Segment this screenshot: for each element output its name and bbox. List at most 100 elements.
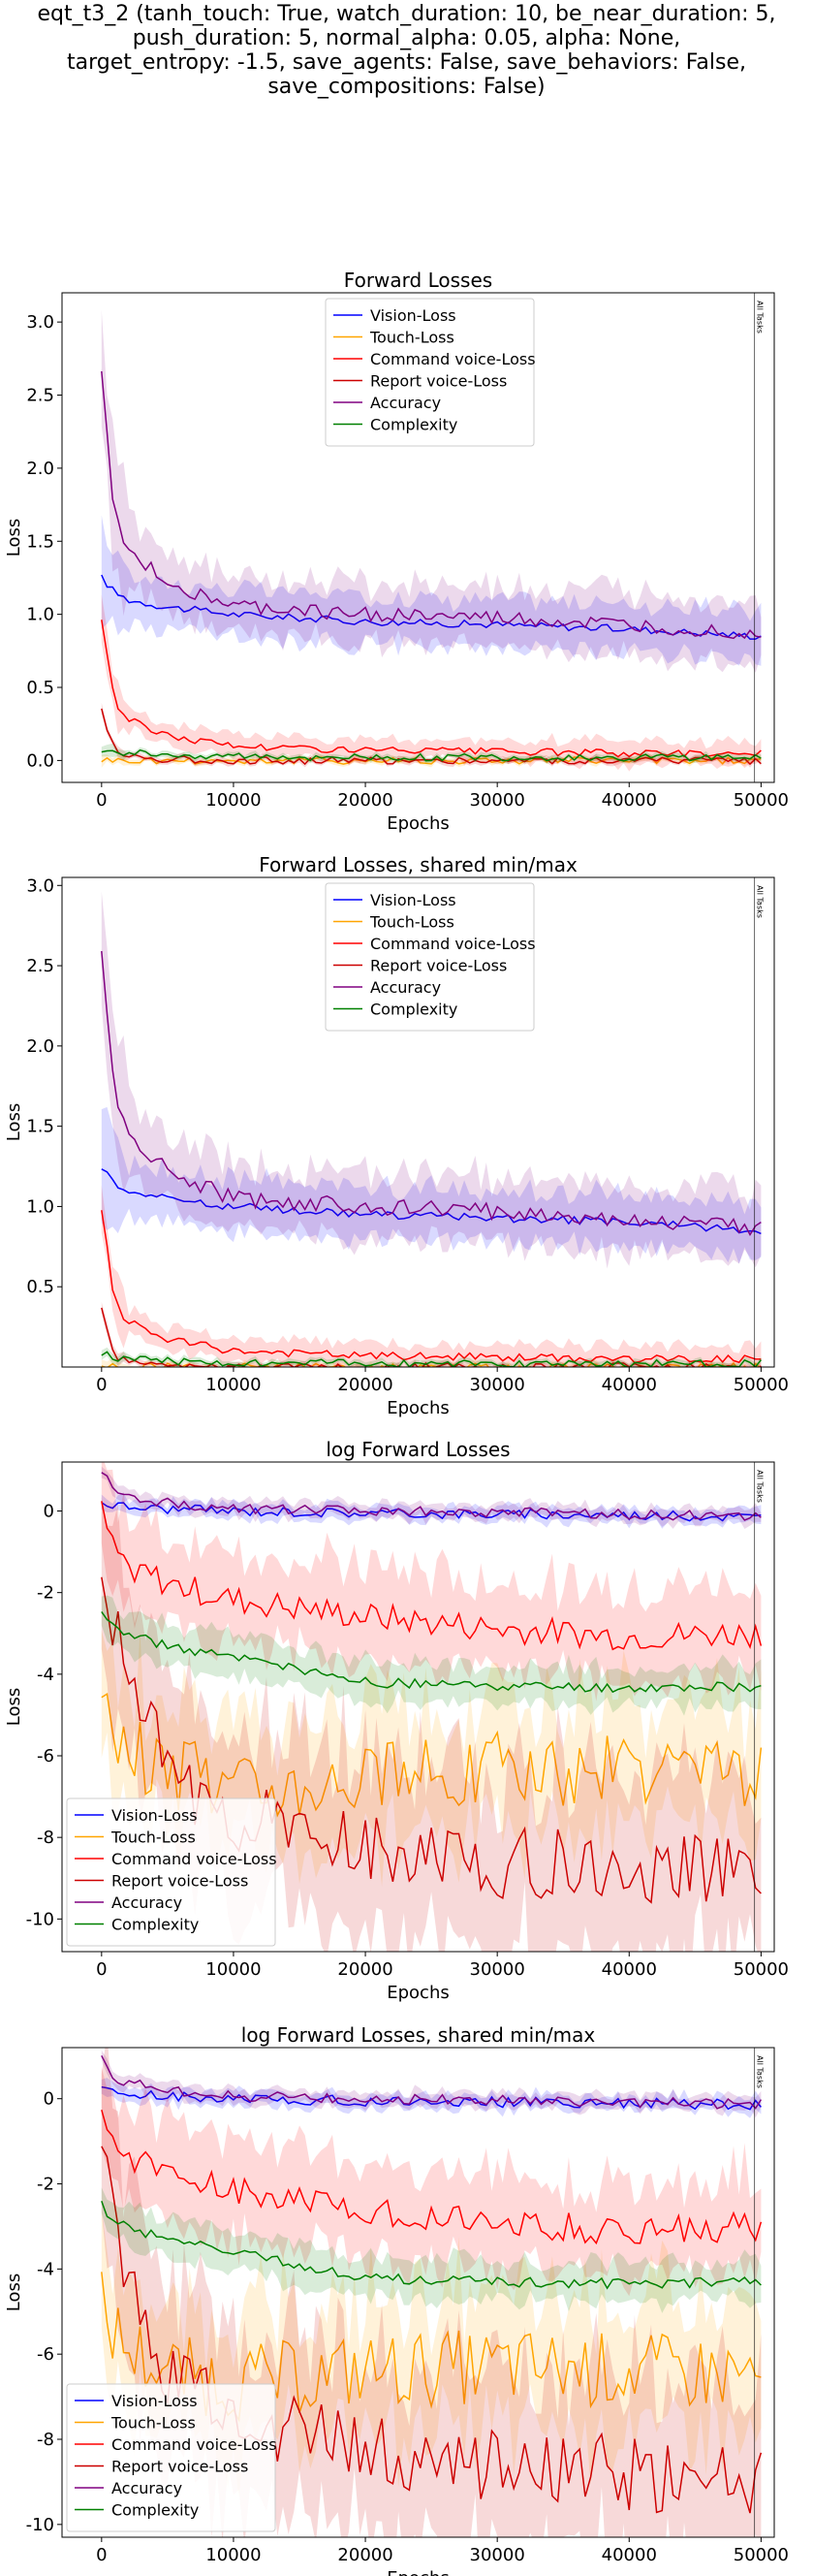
legend-entry: Complexity — [111, 2501, 199, 2520]
x-tick-label: 10000 — [205, 1959, 261, 1980]
legend: Vision-Loss Touch-Loss Command voice-Loss R… — [325, 882, 536, 1032]
line-vision-loss — [101, 1502, 762, 1522]
band-command-voice-loss — [101, 1185, 762, 1367]
x-tick-label: 10000 — [205, 790, 261, 811]
x-tick-label: 50000 — [734, 2545, 789, 2565]
suptitle-line-2: push_duration: 5, normal_alpha: 0.05, al… — [132, 26, 681, 50]
legend-entry: Accuracy — [111, 1893, 182, 1912]
y-axis-label: Loss — [4, 519, 24, 557]
band-vision-loss — [101, 2078, 762, 2118]
legend-box — [66, 2383, 276, 2532]
x-tick-label: 40000 — [602, 2545, 657, 2565]
chart-title: Forward Losses — [344, 269, 492, 292]
x-tick-label: 10000 — [205, 2545, 261, 2565]
axes-frame — [61, 2047, 775, 2538]
y-tick-label: -2 — [37, 1583, 54, 1604]
chart-panel-2: All Tasks 0 10000 20000 30000 40000 50000 0.5 1.… — [4, 853, 789, 1418]
x-tick-label: 40000 — [602, 1959, 657, 1980]
y-tick-label: -10 — [26, 2515, 54, 2535]
y-tick-label: -2 — [37, 2175, 54, 2195]
vline-label: All Tasks — [756, 2055, 765, 2088]
y-tick-label: -8 — [37, 2430, 54, 2450]
y-tick-label: -8 — [37, 1828, 54, 1848]
legend-entry: Touch-Loss — [110, 2414, 196, 2433]
x-tick-label: 10000 — [205, 1375, 261, 1395]
plot-area — [101, 309, 762, 772]
band-vision-loss — [101, 515, 762, 666]
legend-entry: Command voice-Loss — [370, 350, 536, 368]
y-tick-label: -6 — [37, 1746, 54, 1766]
legend-entry: Touch-Loss — [110, 1829, 196, 1847]
legend-entry: Report voice-Loss — [111, 2458, 248, 2476]
legend-box — [325, 298, 535, 447]
vline-label: All Tasks — [756, 301, 765, 334]
axes-frame — [61, 292, 775, 783]
y-tick-label: 1.0 — [26, 605, 54, 625]
line-vision-loss — [101, 574, 762, 640]
chart-panel-1: All Tasks 0 10000 20000 30000 40000 50000 0.0 0.… — [4, 269, 789, 834]
y-tick-label: -4 — [37, 1665, 54, 1685]
y-tick-label: 0 — [44, 1502, 54, 1522]
y-tick-label: 2.0 — [26, 459, 54, 479]
y-tick-label: 2.5 — [26, 956, 54, 976]
legend-entry: Accuracy — [111, 2479, 182, 2497]
legend: Vision-Loss Touch-Loss Command voice-Loss R… — [66, 2383, 277, 2532]
suptitle-line-1: eqt_t3_2 (tanh_touch: True, watch_durati… — [37, 2, 776, 26]
line-accuracy — [101, 2054, 763, 2110]
legend-entry: Complexity — [370, 416, 457, 434]
band-command-voice-loss — [101, 594, 762, 772]
y-tick-label: -6 — [37, 2344, 54, 2365]
x-tick-label: 20000 — [337, 1959, 392, 1980]
chart-panel-3: All Tasks 0 10000 20000 30000 40000 50000 0 -2 -4… — [4, 1438, 789, 2003]
band-accuracy — [101, 1466, 762, 1529]
y-tick-label: 1.5 — [26, 1117, 54, 1137]
band-complexity — [101, 1595, 762, 1716]
legend-entry: Vision-Loss — [370, 306, 456, 325]
band-complexity — [101, 743, 762, 764]
chart-title: log Forward Losses — [326, 1438, 510, 1461]
legend-entry: Command voice-Loss — [370, 935, 536, 953]
x-axis-label: Epochs — [387, 1983, 450, 2003]
legend-entry: Complexity — [370, 1001, 457, 1019]
x-tick-label: 40000 — [602, 790, 657, 811]
y-axis-label: Loss — [4, 1103, 24, 1141]
y-axis-label: Loss — [4, 2274, 24, 2311]
x-axis-label: Epochs — [387, 2568, 450, 2576]
legend-entry: Command voice-Loss — [111, 2435, 277, 2454]
band-accuracy — [101, 2050, 762, 2118]
y-tick-label: 2.5 — [26, 386, 54, 406]
legend-entry: Accuracy — [370, 978, 441, 997]
legend-entry: Report voice-Loss — [111, 1872, 248, 1891]
x-tick-label: 0 — [96, 790, 107, 811]
line-touch-loss — [101, 2272, 762, 2423]
legend-box — [325, 882, 535, 1032]
line-vision-loss — [101, 1168, 762, 1235]
x-tick-label: 30000 — [470, 1375, 525, 1395]
legend-box — [66, 1797, 276, 1947]
legend: Vision-Loss Touch-Loss Command voice-Loss R… — [325, 298, 536, 447]
legend-entry: Touch-Loss — [369, 329, 454, 347]
y-tick-label: 0.5 — [26, 678, 54, 698]
x-axis-label: Epochs — [387, 813, 450, 834]
line-command-voice-loss — [101, 1501, 763, 1651]
legend-entry: Vision-Loss — [370, 891, 456, 909]
y-tick-label: 3.0 — [26, 312, 54, 333]
y-tick-label: -10 — [26, 1909, 54, 1929]
line-command-voice-loss — [101, 1210, 762, 1364]
x-tick-label: 30000 — [470, 2545, 525, 2565]
band-accuracy — [101, 891, 762, 1269]
legend-entry: Vision-Loss — [111, 2392, 198, 2410]
legend-entry: Touch-Loss — [369, 913, 454, 932]
chart-title: log Forward Losses, shared min/max — [241, 2023, 596, 2047]
y-tick-label: 3.0 — [26, 875, 54, 896]
band-vision-loss — [101, 1106, 762, 1264]
line-vision-loss — [101, 2085, 762, 2111]
band-complexity — [101, 1347, 762, 1367]
x-tick-label: 20000 — [337, 2545, 392, 2565]
chart-panel-4: All Tasks 0 10000 20000 30000 40000 50000 0 -2 -4… — [4, 2023, 789, 2576]
x-tick-label: 0 — [96, 1375, 107, 1395]
y-tick-label: -4 — [37, 2259, 54, 2279]
band-command-voice-loss — [101, 2066, 762, 2297]
legend-entry: Command voice-Loss — [111, 1850, 277, 1868]
band-accuracy — [101, 309, 762, 673]
